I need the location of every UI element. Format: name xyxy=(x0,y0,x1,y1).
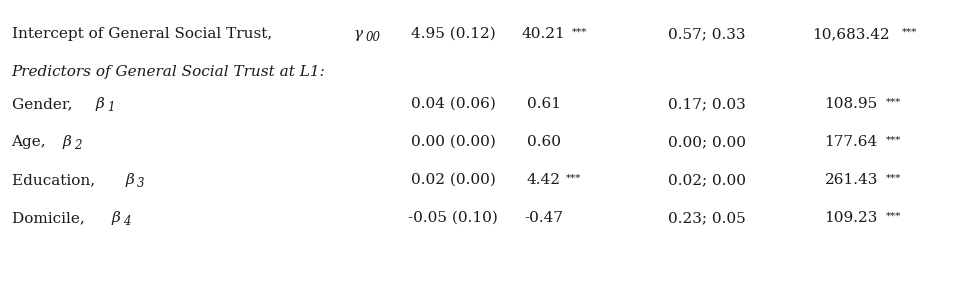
Text: ***: *** xyxy=(886,136,901,145)
Text: 10,683.42: 10,683.42 xyxy=(812,27,890,41)
Text: ***: *** xyxy=(572,27,588,36)
Text: 1: 1 xyxy=(108,101,115,114)
Text: ***: *** xyxy=(886,212,901,221)
Text: 3: 3 xyxy=(136,177,144,190)
Text: 2: 2 xyxy=(74,139,82,152)
Text: 4: 4 xyxy=(123,215,131,228)
Text: 0.60: 0.60 xyxy=(527,135,561,149)
Text: β: β xyxy=(125,173,134,187)
Text: 0.02 (0.00): 0.02 (0.00) xyxy=(411,173,495,187)
Text: Gender,: Gender, xyxy=(12,97,77,111)
Text: -0.47: -0.47 xyxy=(524,211,564,225)
Text: Predictors of General Social Trust at L1:: Predictors of General Social Trust at L1… xyxy=(12,65,325,79)
Text: Education,: Education, xyxy=(12,173,100,187)
Text: 40.21: 40.21 xyxy=(521,27,565,41)
Text: β: β xyxy=(62,135,71,149)
Text: 0.00; 0.00: 0.00; 0.00 xyxy=(668,135,746,149)
Text: 177.64: 177.64 xyxy=(825,135,877,149)
Text: 0.23; 0.05: 0.23; 0.05 xyxy=(668,211,746,225)
Text: -0.05 (0.10): -0.05 (0.10) xyxy=(408,211,498,225)
Text: ***: *** xyxy=(566,173,582,182)
Text: ***: *** xyxy=(901,27,917,36)
Text: γ: γ xyxy=(353,27,363,41)
Text: Age,: Age, xyxy=(12,135,51,149)
Text: 109.23: 109.23 xyxy=(825,211,877,225)
Text: 0.00 (0.00): 0.00 (0.00) xyxy=(411,135,495,149)
Text: 4.42: 4.42 xyxy=(527,173,561,187)
Text: ***: *** xyxy=(886,173,901,182)
Text: ***: *** xyxy=(886,97,901,106)
Text: 0.57; 0.33: 0.57; 0.33 xyxy=(668,27,746,41)
Text: β: β xyxy=(111,211,121,225)
Text: 4.95 (0.12): 4.95 (0.12) xyxy=(411,27,495,41)
Text: Intercept of General Social Trust,: Intercept of General Social Trust, xyxy=(12,27,276,41)
Text: 0.04 (0.06): 0.04 (0.06) xyxy=(411,97,495,111)
Text: 00: 00 xyxy=(366,31,380,44)
Text: 108.95: 108.95 xyxy=(825,97,877,111)
Text: 0.17; 0.03: 0.17; 0.03 xyxy=(668,97,746,111)
Text: Domicile,: Domicile, xyxy=(12,211,89,225)
Text: 0.61: 0.61 xyxy=(527,97,561,111)
Text: 261.43: 261.43 xyxy=(825,173,877,187)
Text: 0.02; 0.00: 0.02; 0.00 xyxy=(668,173,746,187)
Text: β: β xyxy=(96,97,105,111)
